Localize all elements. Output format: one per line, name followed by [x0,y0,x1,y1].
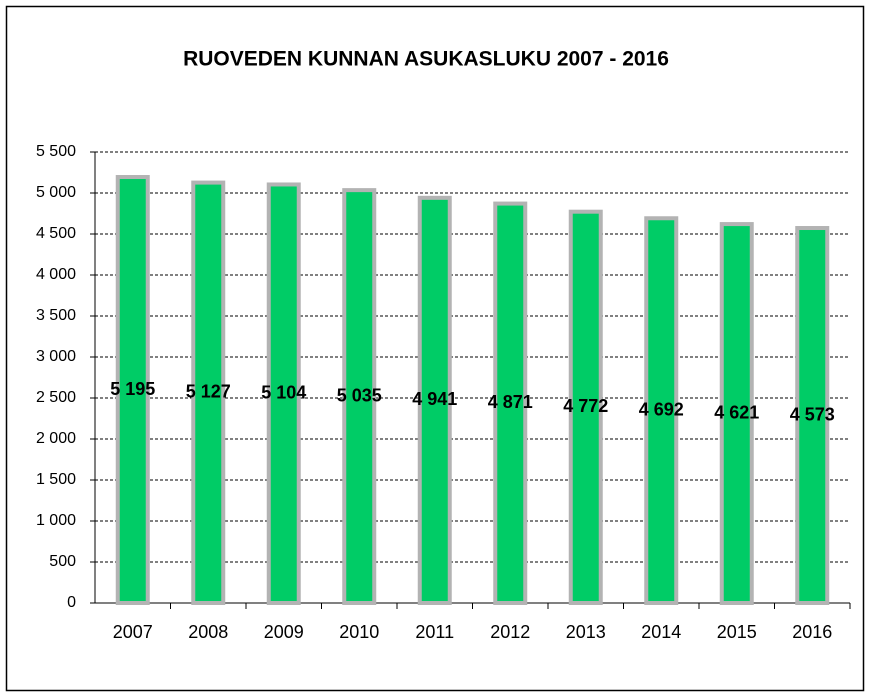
value-label: 4 692 [639,399,684,419]
x-tick-label: 2007 [113,622,153,642]
y-tick-label: 5 500 [36,143,76,160]
bar [493,201,528,605]
y-tick-label: 5 000 [36,184,76,201]
bar [644,216,679,605]
x-tick-label: 2008 [188,622,228,642]
value-label: 5 195 [110,379,155,399]
bar [115,175,150,605]
y-tick-label: 3 500 [36,307,76,324]
y-tick-label: 4 000 [36,266,76,283]
y-tick-label: 500 [49,553,76,570]
bar [795,226,830,605]
x-tick-label: 2013 [566,622,606,642]
x-tick-label: 2010 [339,622,379,642]
y-tick-label: 2 000 [36,430,76,447]
x-tick-label: 2014 [641,622,681,642]
value-label: 5 104 [261,382,306,402]
value-label: 4 621 [714,402,759,422]
value-label: 4 941 [412,389,457,409]
bar [266,182,301,606]
x-tick-label: 2016 [792,622,832,642]
bar [191,180,226,605]
x-tick-label: 2012 [490,622,530,642]
x-tick-label: 2015 [717,622,757,642]
x-tick-label: 2009 [264,622,304,642]
y-tick-label: 3 000 [36,348,76,365]
value-label: 5 035 [337,385,382,405]
bar [342,188,377,605]
value-label: 4 573 [790,404,835,424]
value-label: 4 871 [488,392,533,412]
bar [568,209,603,605]
x-tick-label: 2011 [415,622,454,642]
value-label: 5 127 [186,382,231,402]
y-tick-label: 0 [67,594,76,611]
chart-title: RUOVEDEN KUNNAN ASUKASLUKU 2007 - 2016 [183,48,669,71]
y-tick-label: 2 500 [36,389,76,406]
bar [417,195,452,605]
value-label: 4 772 [563,396,608,416]
y-tick-label: 1 500 [36,471,76,488]
y-tick-label: 1 000 [36,512,76,529]
y-tick-label: 4 500 [36,225,76,242]
bar [719,222,754,605]
